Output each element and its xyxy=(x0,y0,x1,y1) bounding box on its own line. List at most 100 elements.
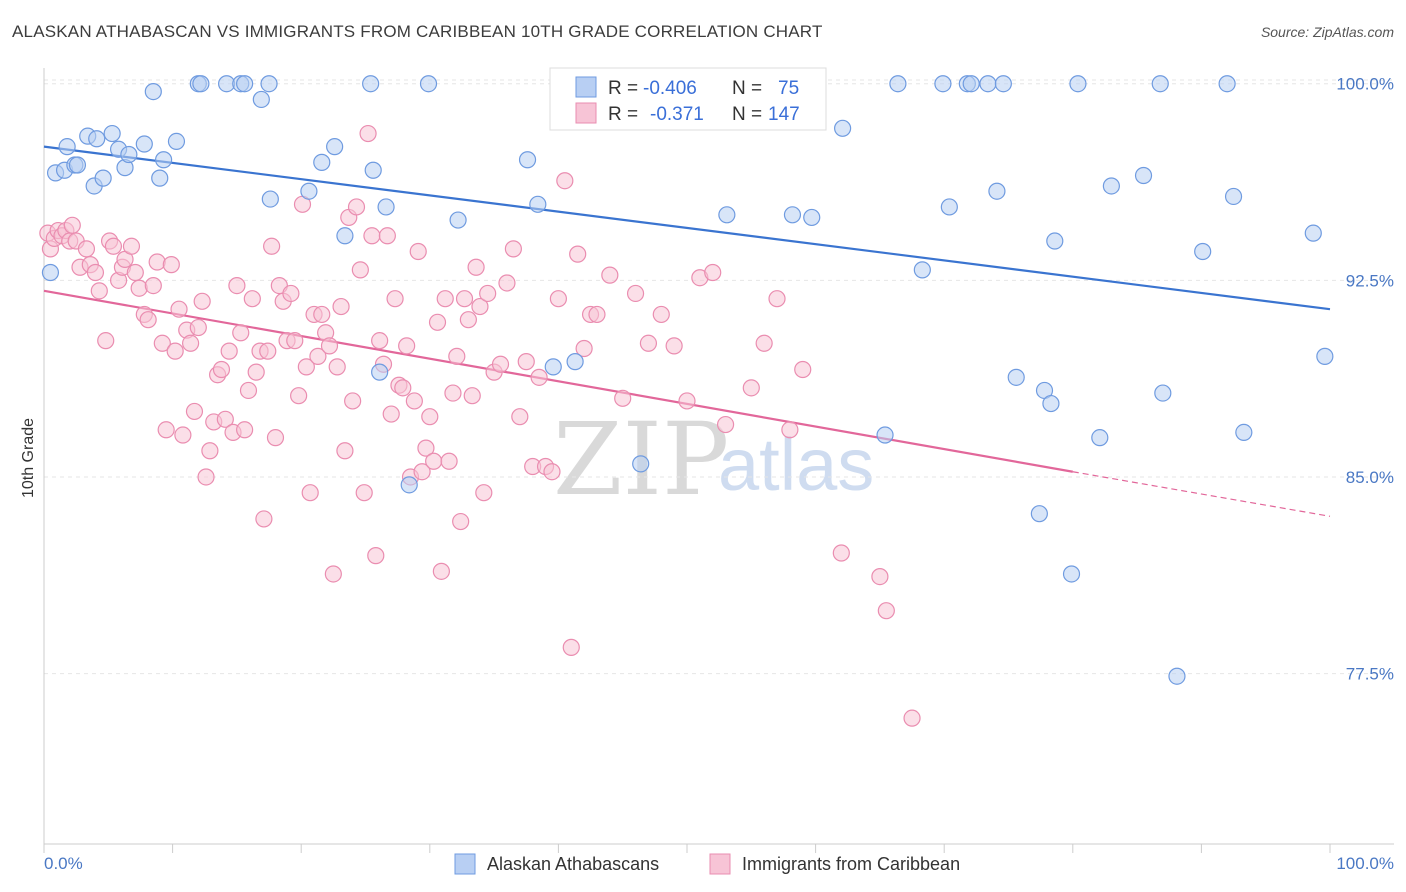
point-1-81 xyxy=(363,227,381,245)
point-1-36 xyxy=(189,318,207,337)
point-0-16 xyxy=(151,169,169,187)
point-1-123 xyxy=(556,172,574,190)
point-1-124 xyxy=(562,638,580,656)
point-1-16 xyxy=(104,237,123,255)
legend-r-value-2: -0.371 xyxy=(650,104,704,125)
point-1-122 xyxy=(549,290,568,308)
point-1-42 xyxy=(212,360,231,379)
y-tick-label-3: 100.0% xyxy=(1336,75,1394,94)
point-1-13 xyxy=(90,282,108,300)
point-0-32 xyxy=(364,161,382,179)
point-1-14 xyxy=(97,332,115,350)
point-1-130 xyxy=(614,389,632,407)
y-tick-label-2: 92.5% xyxy=(1346,271,1394,290)
point-0-18 xyxy=(167,132,186,151)
point-0-39 xyxy=(529,195,547,213)
legend-swatch-caribbean xyxy=(575,102,597,124)
point-0-37 xyxy=(449,211,467,229)
point-1-105 xyxy=(455,290,474,308)
point-0-5 xyxy=(68,156,87,174)
point-1-55 xyxy=(263,237,281,255)
point-0-68 xyxy=(1151,75,1169,93)
point-1-10 xyxy=(77,240,96,258)
point-1-73 xyxy=(332,297,350,316)
point-0-0 xyxy=(41,263,60,282)
legend-swatch-athabascan xyxy=(575,76,597,98)
point-1-30 xyxy=(166,342,184,360)
point-0-20 xyxy=(192,75,210,93)
point-1-135 xyxy=(678,392,696,410)
point-0-74 xyxy=(1235,423,1253,442)
point-1-68 xyxy=(313,305,331,324)
point-1-28 xyxy=(157,421,175,439)
point-1-131 xyxy=(626,284,645,303)
stats-legend: R = -0.406 N = 75 R = -0.371 N = 147 xyxy=(549,67,827,131)
point-1-116 xyxy=(511,408,529,426)
point-1-121 xyxy=(543,463,561,481)
point-1-51 xyxy=(247,363,265,381)
point-0-57 xyxy=(994,75,1012,93)
point-0-52 xyxy=(940,198,958,216)
point-1-133 xyxy=(652,305,670,324)
point-0-26 xyxy=(261,190,279,208)
point-1-99 xyxy=(432,562,450,580)
point-0-56 xyxy=(988,182,1006,200)
point-1-64 xyxy=(297,358,315,376)
point-1-93 xyxy=(409,242,427,261)
point-1-119 xyxy=(530,368,548,386)
point-0-10 xyxy=(103,124,121,143)
point-1-107 xyxy=(463,387,481,405)
point-1-61 xyxy=(286,332,304,350)
point-1-114 xyxy=(498,274,516,292)
point-1-21 xyxy=(126,263,144,282)
point-1-148 xyxy=(903,709,921,727)
point-0-65 xyxy=(1091,429,1109,447)
point-1-126 xyxy=(575,339,593,358)
point-0-13 xyxy=(120,145,138,164)
point-0-73 xyxy=(1224,187,1243,206)
point-1-48 xyxy=(236,421,254,439)
point-1-44 xyxy=(220,342,238,360)
point-1-117 xyxy=(517,353,535,371)
bottom-legend-label-caribbean: Immigrants from Caribbean xyxy=(742,854,960,874)
point-0-62 xyxy=(1046,232,1064,250)
point-1-37 xyxy=(193,292,211,310)
point-0-58 xyxy=(1007,368,1025,386)
point-0-9 xyxy=(94,169,112,187)
x-tick-label-min: 0.0% xyxy=(44,854,83,873)
point-1-103 xyxy=(448,347,466,365)
point-1-35 xyxy=(185,402,204,421)
point-1-106 xyxy=(459,311,477,329)
point-1-34 xyxy=(182,334,200,352)
point-1-46 xyxy=(228,276,246,295)
point-1-140 xyxy=(742,379,760,397)
point-1-27 xyxy=(153,334,171,352)
point-1-104 xyxy=(452,512,470,531)
point-1-128 xyxy=(588,305,606,324)
point-1-50 xyxy=(243,290,261,308)
point-1-89 xyxy=(394,379,412,397)
y-axis-label: 10th Grade xyxy=(20,418,37,498)
point-1-102 xyxy=(444,384,462,402)
point-1-20 xyxy=(122,237,141,255)
point-1-67 xyxy=(309,347,327,365)
point-0-23 xyxy=(236,75,254,93)
legend-r-value-1: -0.406 xyxy=(643,78,697,99)
point-1-65 xyxy=(301,484,319,502)
point-0-69 xyxy=(1154,384,1172,402)
legend-n-label-1: N = xyxy=(732,78,762,99)
point-0-72 xyxy=(1218,75,1236,93)
point-1-87 xyxy=(386,290,404,308)
point-0-34 xyxy=(377,198,395,216)
point-1-74 xyxy=(336,442,354,460)
point-1-43 xyxy=(216,410,234,428)
point-0-35 xyxy=(400,476,418,494)
point-1-113 xyxy=(491,355,510,373)
point-1-80 xyxy=(359,124,377,143)
point-1-125 xyxy=(569,245,587,263)
point-1-49 xyxy=(239,381,258,400)
point-0-64 xyxy=(1069,75,1087,93)
point-0-76 xyxy=(1316,347,1334,365)
point-1-100 xyxy=(436,290,454,308)
legend-r-label-1: R = xyxy=(608,78,638,99)
